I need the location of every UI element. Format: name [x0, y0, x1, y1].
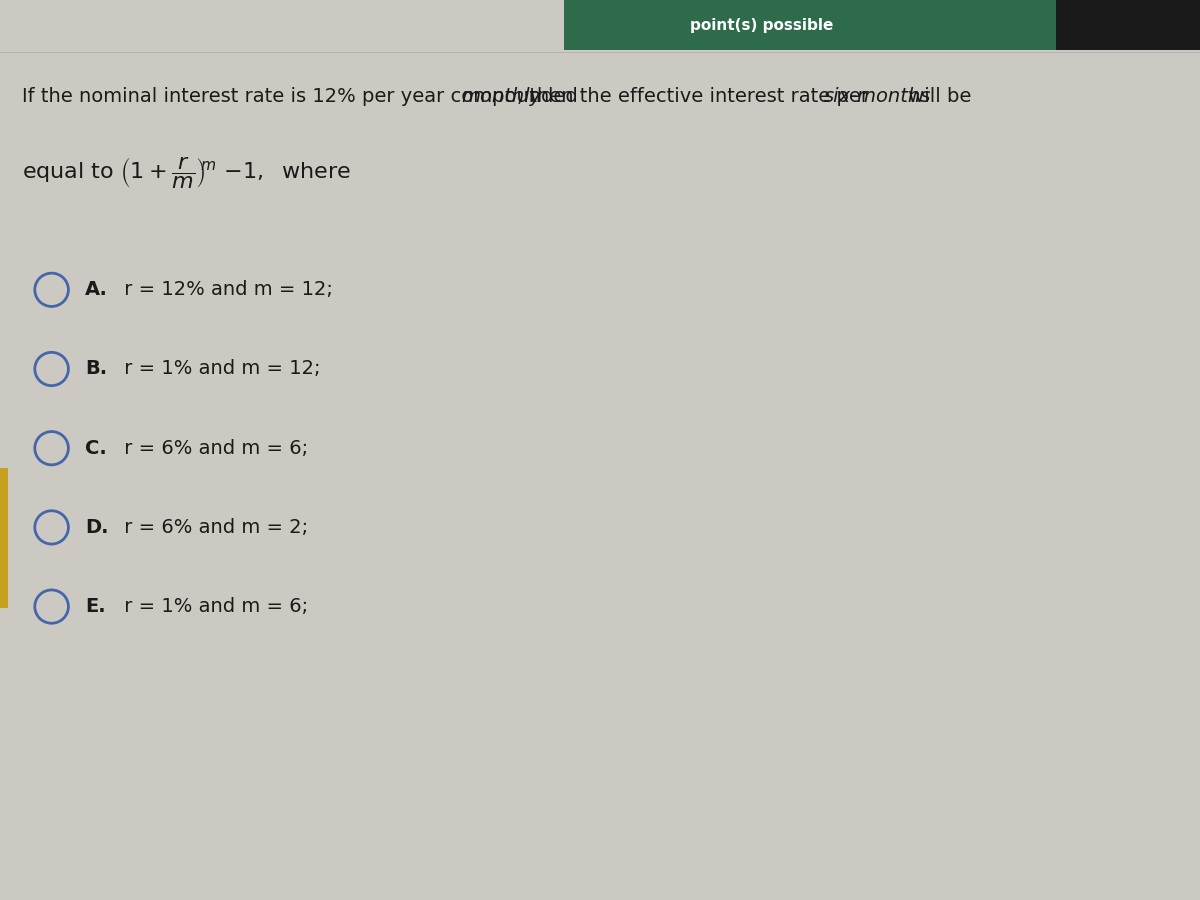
Text: If the nominal interest rate is 12% per year compounded: If the nominal interest rate is 12% per … [22, 86, 583, 106]
Text: six-months: six-months [823, 86, 931, 106]
Bar [564, 0, 1200, 50]
Text: r = 12% and m = 12;: r = 12% and m = 12; [118, 280, 332, 300]
Text: , then the effective interest rate per: , then the effective interest rate per [517, 86, 875, 106]
Text: E.: E. [85, 597, 106, 617]
Text: r = 6% and m = 6;: r = 6% and m = 6; [118, 438, 307, 458]
Text: A.: A. [85, 280, 108, 300]
Text: point(s) possible: point(s) possible [690, 18, 833, 32]
Text: C.: C. [85, 438, 107, 458]
Bar [0, 468, 8, 608]
Text: will be: will be [902, 86, 971, 106]
Bar [1056, 0, 1200, 50]
Text: B.: B. [85, 359, 107, 379]
Text: D.: D. [85, 518, 109, 537]
Text: r = 1% and m = 12;: r = 1% and m = 12; [118, 359, 320, 379]
Text: equal to $\left(1+\dfrac{r}{m}\right)^{\!\!m}$ $-1,\;$ where: equal to $\left(1+\dfrac{r}{m}\right)^{\… [22, 156, 350, 190]
Text: monthly: monthly [462, 86, 542, 106]
Text: r = 1% and m = 6;: r = 1% and m = 6; [118, 597, 307, 617]
Text: r = 6% and m = 2;: r = 6% and m = 2; [118, 518, 307, 537]
